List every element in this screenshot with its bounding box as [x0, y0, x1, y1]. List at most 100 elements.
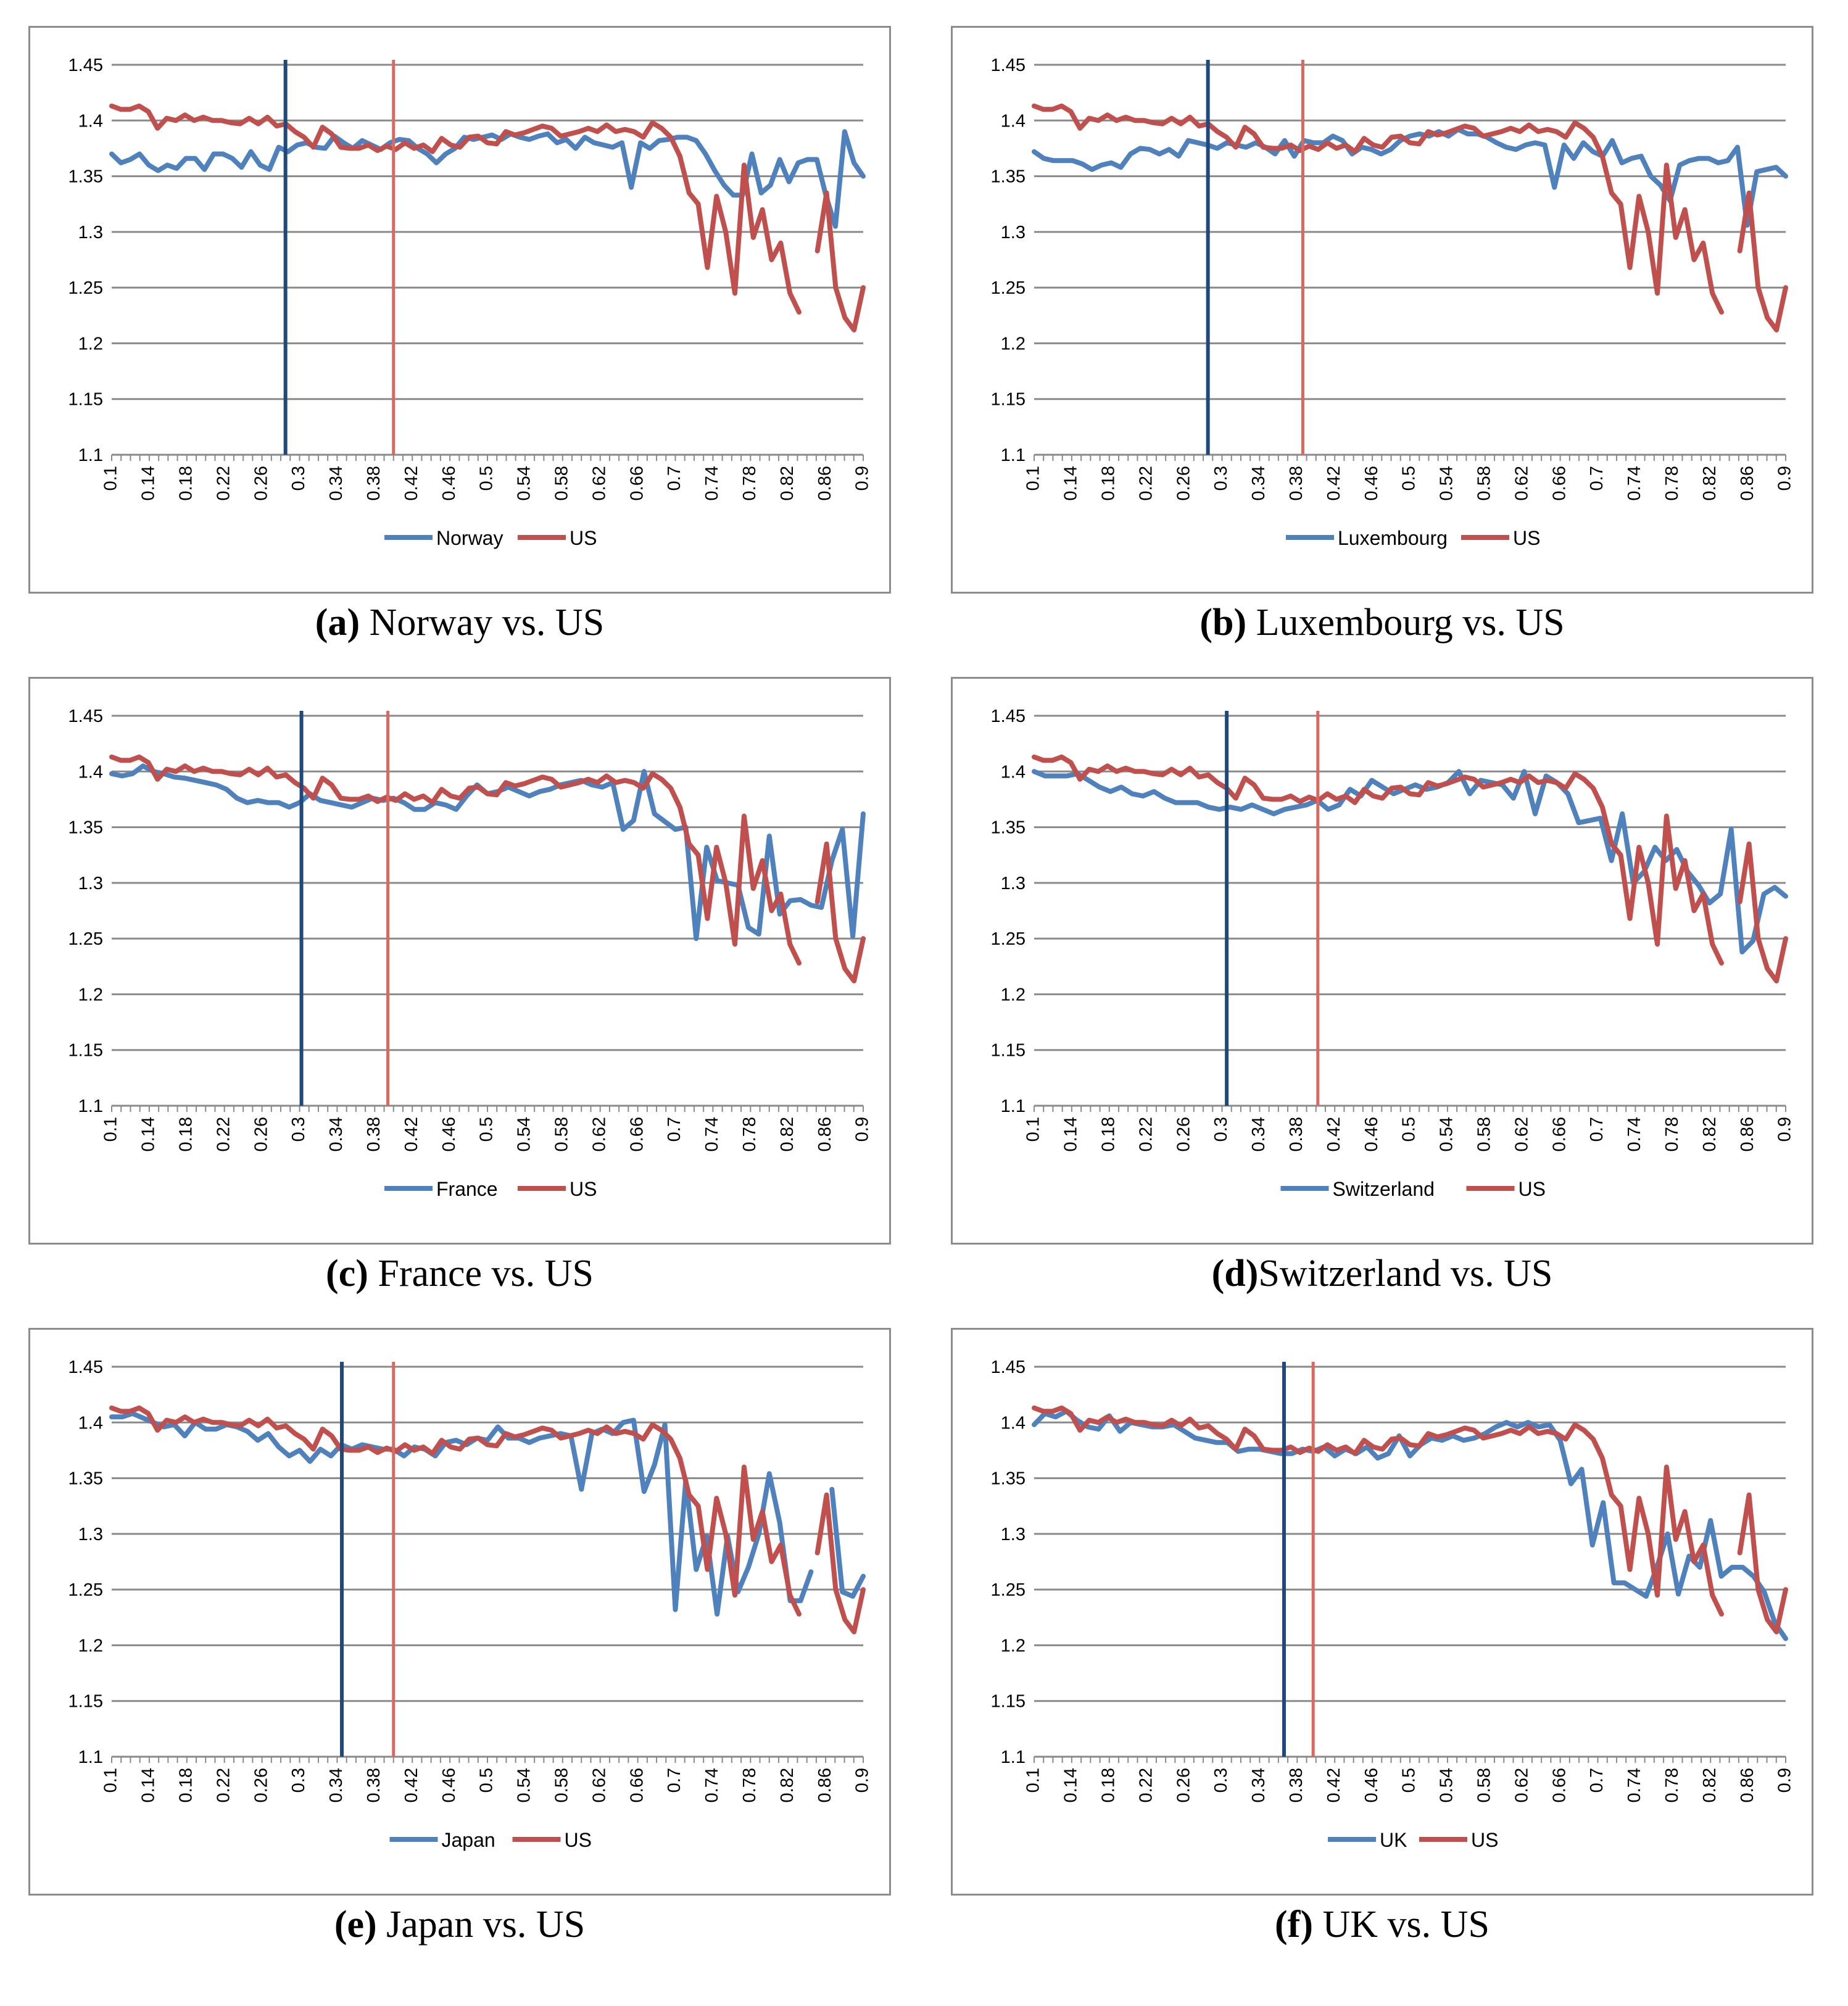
- x-tick-label: 0.82: [777, 466, 797, 500]
- x-tick-label: 0.5: [477, 1117, 497, 1142]
- x-tick-label: 0.54: [1437, 1117, 1457, 1151]
- x-tick-label: 0.22: [213, 1117, 233, 1151]
- x-tick-label: 0.54: [1437, 466, 1457, 500]
- y-tick-label: 1.4: [78, 762, 103, 782]
- x-tick-label: 0.7: [665, 1117, 684, 1142]
- x-tick-label: 0.1: [101, 466, 121, 491]
- x-tick-label: 0.26: [251, 466, 271, 500]
- caption-text: Luxembourg vs. US: [1246, 602, 1565, 644]
- country-series-line: [1032, 769, 1788, 955]
- y-tick-label: 1.35: [991, 167, 1026, 187]
- caption-letter: (c): [326, 1253, 368, 1295]
- y-tick-label: 1.45: [68, 1357, 103, 1377]
- x-tick-label: 0.82: [777, 1768, 797, 1802]
- y-tick-label: 1.3: [78, 223, 103, 242]
- x-tick-label: 0.54: [515, 1768, 534, 1802]
- legend-us-label: US: [565, 1829, 592, 1851]
- y-tick-label: 1.1: [78, 1096, 103, 1116]
- y-tick-label: 1.4: [1001, 762, 1026, 782]
- y-tick-label: 1.35: [991, 818, 1026, 838]
- x-tick-label: 0.18: [176, 1768, 196, 1802]
- x-tick-label: 0.9: [1775, 1768, 1795, 1793]
- chart-uk-vs-us: 1.45 1.4 1.35 1.3 1.25 1.2 1.15 1.10.1 0.14 0.18 0…: [991, 1357, 1795, 1851]
- legend-country-label: Switzerland: [1333, 1178, 1435, 1200]
- figure-caption: (e) Japan vs. US: [28, 1903, 891, 1947]
- x-tick-label: 0.22: [1136, 1768, 1156, 1802]
- x-tick-label: 0.26: [251, 1117, 271, 1151]
- caption-letter: (a): [315, 602, 360, 644]
- y-tick-label: 1.2: [1001, 1636, 1026, 1656]
- x-tick-label: 0.1: [101, 1768, 121, 1793]
- y-tick-label: 1.45: [991, 56, 1026, 75]
- x-tick-label: 0.26: [251, 1768, 271, 1802]
- figure-caption: (a) Norway vs. US: [28, 601, 891, 645]
- x-tick-label: 0.86: [1738, 1117, 1757, 1151]
- chart-frame: 1.45 1.4 1.35 1.3 1.25 1.2 1.15 1.1 0.1 0.14 0.18 0…: [951, 26, 1813, 594]
- y-tick-label: 1.1: [78, 1747, 103, 1767]
- x-tick-label: 0.66: [1549, 466, 1569, 500]
- y-tick-label: 1.3: [1001, 223, 1026, 242]
- x-tick-label: 0.54: [515, 1117, 534, 1151]
- x-tick-label: 0.22: [213, 466, 233, 500]
- x-tick-label: 0.66: [627, 466, 647, 500]
- x-tick-label: 0.14: [1061, 466, 1081, 500]
- caption-text: Japan vs. US: [376, 1904, 586, 1946]
- x-tick-label: 0.18: [1098, 1117, 1118, 1151]
- y-tick-label: 1.3: [1001, 1525, 1026, 1544]
- caption-letter: (f): [1275, 1904, 1313, 1946]
- x-tick-label: 0.3: [289, 1117, 309, 1142]
- x-tick-label: 0.66: [1549, 1768, 1569, 1802]
- x-tick-label: 0.22: [213, 1768, 233, 1802]
- x-tick-label: 0.62: [1512, 466, 1531, 500]
- x-tick-label: 0.7: [1587, 1768, 1607, 1793]
- legend-us-label: US: [1471, 1829, 1498, 1851]
- chart-frame: 1.45 1.4 1.35 1.3 1.25 1.2 1.15 1.1 0.1 0.14 0.18 0…: [28, 1328, 891, 1896]
- x-tick-label: 0.74: [702, 466, 722, 500]
- x-tick-label: 0.14: [1061, 1117, 1081, 1151]
- x-tick-label: 0.86: [1738, 1768, 1757, 1802]
- x-tick-label: 0.9: [1775, 466, 1795, 491]
- y-tick-label: 1.35: [68, 167, 103, 187]
- y-tick-label: 1.35: [68, 1469, 103, 1489]
- x-tick-label: 0.82: [1700, 466, 1720, 500]
- chart-frame: 1.45 1.4 1.35 1.3 1.25 1.2 1.15 1.1 0.1 0.14 0.18 0…: [28, 26, 891, 594]
- x-tick-label: 0.38: [1287, 1768, 1306, 1802]
- caption-letter: (d): [1211, 1253, 1259, 1295]
- x-tick-label: 0.38: [364, 1768, 384, 1802]
- x-tick-label: 0.86: [815, 466, 835, 500]
- x-tick-label: 0.3: [289, 1768, 309, 1793]
- x-tick-label: 0.22: [1136, 466, 1156, 500]
- y-tick-label: 1.25: [991, 278, 1026, 298]
- x-tick-label: 0.86: [815, 1768, 835, 1802]
- x-tick-label: 0.34: [326, 1768, 346, 1802]
- y-tick-label: 1.25: [991, 929, 1026, 949]
- legend-country-label: UK: [1380, 1829, 1407, 1851]
- x-tick-label: 0.66: [1549, 1117, 1569, 1151]
- x-tick-label: 0.74: [702, 1768, 722, 1802]
- y-tick-label: 1.15: [68, 1041, 103, 1061]
- x-tick-label: 0.82: [1700, 1117, 1720, 1151]
- x-tick-label: 0.42: [402, 1117, 421, 1151]
- x-tick-label: 0.58: [552, 466, 571, 500]
- chart-frame: 1.45 1.4 1.35 1.3 1.25 1.2 1.15 1.1 0.1 0.14 0.18 0…: [951, 677, 1813, 1245]
- x-tick-label: 0.34: [1249, 1768, 1269, 1802]
- chart-frame: 1.45 1.4 1.35 1.3 1.25 1.2 1.15 1.1 0.1 0.14 0.18 0…: [951, 1328, 1813, 1896]
- y-tick-label: 1.15: [991, 1692, 1026, 1712]
- y-tick-label: 1.35: [68, 818, 103, 838]
- y-tick-label: 1.4: [1001, 111, 1026, 131]
- x-tick-label: 0.1: [101, 1117, 121, 1142]
- us-series-line: [1032, 754, 1788, 984]
- y-tick-label: 1.2: [78, 985, 103, 1005]
- x-tick-label: 0.5: [1399, 466, 1419, 491]
- x-tick-label: 0.14: [139, 1117, 159, 1151]
- x-tick-label: 0.1: [1024, 1768, 1043, 1793]
- x-tick-label: 0.9: [1775, 1117, 1795, 1142]
- x-tick-label: 0.3: [1211, 1768, 1231, 1793]
- x-tick-label: 0.42: [1324, 1768, 1344, 1802]
- x-tick-label: 0.58: [1474, 466, 1494, 500]
- x-tick-label: 0.66: [627, 1117, 647, 1151]
- y-tick-label: 1.25: [68, 1580, 103, 1600]
- legend-us-label: US: [570, 1178, 597, 1200]
- x-tick-label: 0.86: [1738, 466, 1757, 500]
- x-tick-label: 0.46: [1362, 1768, 1382, 1802]
